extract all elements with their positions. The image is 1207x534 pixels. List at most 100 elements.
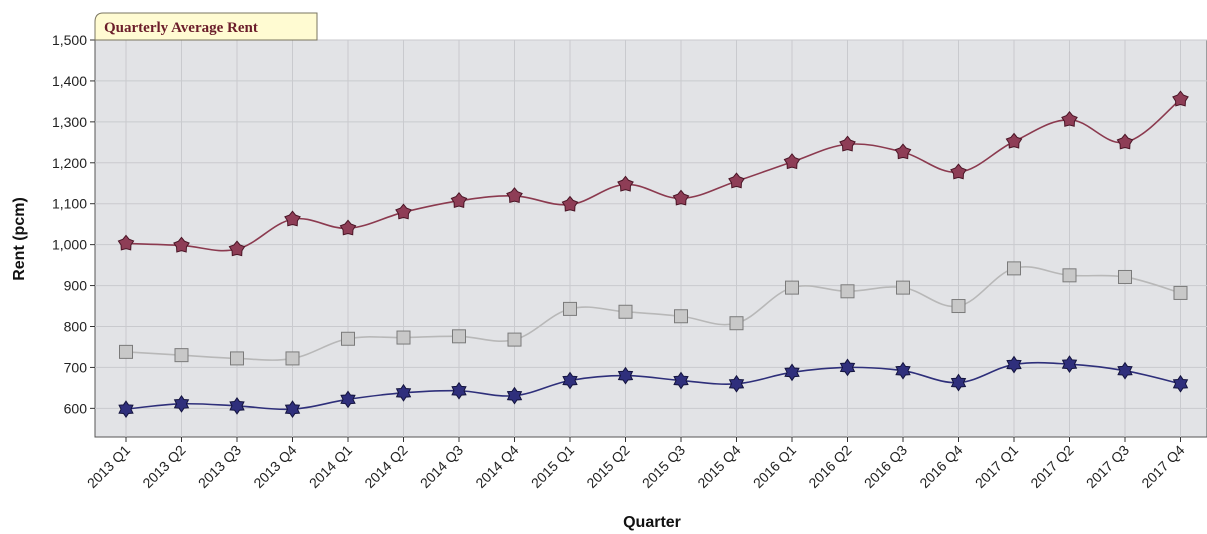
- x-tick-label: 2016 Q3: [861, 442, 910, 491]
- y-tick-label: 1,500: [52, 32, 87, 48]
- x-tick-label: 2017 Q1: [972, 442, 1021, 491]
- data-point-marker: [117, 234, 135, 251]
- data-point-marker: [729, 316, 744, 331]
- x-tick-label: 2017 Q2: [1027, 442, 1076, 491]
- data-point-marker: [174, 348, 189, 363]
- title-tab-shape: [94, 12, 318, 41]
- data-point-marker: [839, 135, 856, 152]
- data-point-marker: [395, 203, 412, 220]
- data-point-marker: [561, 195, 579, 212]
- data-point-marker: [1007, 261, 1021, 276]
- data-point-marker: [1172, 90, 1189, 107]
- y-tick-label: 600: [64, 400, 88, 416]
- data-point-marker: [284, 400, 301, 419]
- chart-title: Quarterly Average Rent: [104, 20, 258, 36]
- data-point-marker: [785, 280, 799, 295]
- data-point-marker: [1172, 374, 1189, 393]
- x-tick-label: 2014 Q4: [472, 442, 521, 491]
- x-axis-title: Quarter: [623, 514, 681, 531]
- x-tick-label: 2015 Q3: [639, 442, 688, 491]
- data-point-marker: [119, 344, 133, 359]
- grid: [95, 39, 1207, 437]
- x-tick-label: 2016 Q2: [805, 442, 854, 491]
- data-point-marker: [563, 301, 577, 316]
- y-tick-label: 800: [64, 318, 88, 334]
- x-tick-label: 2016 Q1: [750, 442, 799, 491]
- data-point-marker: [839, 358, 856, 377]
- x-tick-label: 2015 Q4: [694, 442, 743, 491]
- data-point-marker: [506, 187, 523, 204]
- data-point-marker: [1118, 269, 1132, 284]
- data-point-marker: [617, 366, 634, 385]
- data-point-marker: [341, 331, 355, 346]
- x-tick-label: 2013 Q2: [139, 442, 188, 491]
- x-tick-label: 2013 Q3: [195, 442, 244, 491]
- data-point-marker: [1006, 355, 1022, 374]
- x-tick-label: 2016 Q4: [916, 442, 965, 491]
- data-point-marker: [1005, 132, 1023, 149]
- data-point-marker: [230, 351, 244, 366]
- data-point-marker: [451, 381, 467, 400]
- data-point-marker: [118, 400, 134, 419]
- data-point-marker: [229, 397, 245, 415]
- y-tick-label: 1,400: [52, 73, 87, 89]
- data-point-marker: [672, 189, 690, 206]
- data-point-marker: [728, 374, 745, 393]
- x-tick-label: 2014 Q3: [417, 442, 466, 491]
- data-point-marker: [339, 219, 357, 236]
- plot-area: [94, 39, 1207, 438]
- data-point-marker: [895, 361, 911, 380]
- data-point-marker: [285, 351, 300, 366]
- data-point-marker: [507, 332, 522, 347]
- y-tick-label: 1,200: [52, 155, 87, 171]
- data-point-marker: [562, 371, 578, 390]
- data-point-marker: [1062, 268, 1077, 283]
- data-point-marker: [951, 299, 966, 314]
- x-tick-label: 2017 Q3: [1083, 442, 1132, 491]
- data-point-marker: [506, 386, 523, 405]
- data-point-marker: [1117, 361, 1133, 380]
- data-point-marker: [896, 280, 910, 295]
- data-point-marker: [617, 175, 634, 192]
- x-tick-label: 2014 Q1: [306, 442, 355, 491]
- data-point-marker: [1116, 133, 1134, 150]
- data-point-marker: [395, 383, 412, 402]
- data-point-marker: [673, 371, 689, 390]
- data-point-marker: [674, 309, 688, 324]
- x-tick-label: 2017 Q4: [1138, 442, 1187, 491]
- y-tick-label: 900: [64, 278, 88, 294]
- series-line: [125, 266, 1181, 361]
- data-point-marker: [783, 153, 801, 170]
- data-point-marker: [840, 284, 855, 299]
- data-point-marker: [450, 192, 468, 208]
- data-point-marker: [284, 210, 301, 227]
- x-tick-label: 2013 Q4: [250, 442, 299, 491]
- data-point-marker: [894, 143, 912, 160]
- series-markers: [117, 90, 1189, 419]
- y-tick-label: 1,100: [52, 196, 87, 212]
- y-tick-label: 700: [64, 359, 88, 375]
- data-point-marker: [1061, 355, 1078, 374]
- data-point-marker: [396, 330, 411, 345]
- x-tick-label: 2013 Q1: [84, 442, 133, 491]
- data-point-marker: [452, 329, 466, 344]
- data-point-marker: [728, 172, 745, 189]
- data-point-marker: [1173, 285, 1188, 300]
- data-point-marker: [228, 240, 246, 257]
- y-axis-title: Rent (pcm): [11, 197, 28, 281]
- data-point-marker: [618, 304, 633, 319]
- data-point-marker: [173, 236, 190, 253]
- data-point-marker: [784, 363, 800, 382]
- y-axis: 600 700 800 900 1,000 1,100 1,200 1,300 1,400 1,5…: [52, 32, 95, 416]
- data-point-marker: [173, 394, 190, 413]
- data-point-marker: [340, 390, 356, 409]
- data-point-marker: [1061, 111, 1078, 127]
- data-point-marker: [950, 373, 967, 392]
- data-point-marker: [950, 163, 967, 180]
- y-tick-label: 1,000: [52, 237, 87, 253]
- chart-title-tab: Quarterly Average Rent: [94, 12, 318, 41]
- y-tick-label: 1,300: [52, 114, 87, 130]
- x-tick-label: 2015 Q2: [583, 442, 632, 491]
